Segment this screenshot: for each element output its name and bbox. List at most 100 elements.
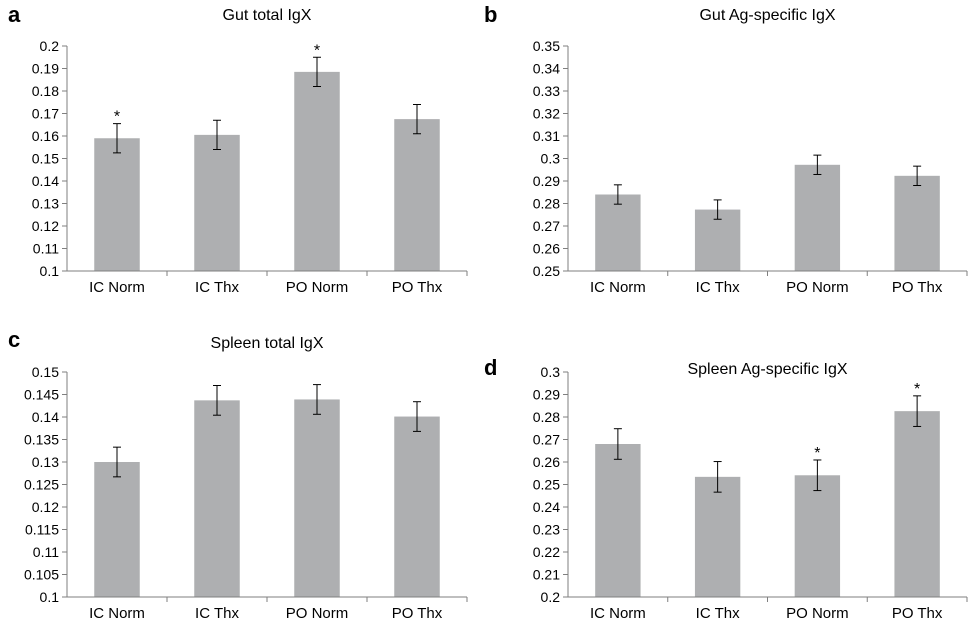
panel-d: d Spleen Ag-specific IgX 0.2 0.21 0.22 0.23… [484,355,968,622]
bar-ic-norm [94,462,140,597]
y-tick-label: 0.3 [541,364,561,380]
y-tick-label: 0.2 [541,589,561,605]
bar-ic-thx [694,209,741,271]
y-tick-label: 0.26 [533,454,560,470]
y-tick-label: 0.11 [33,544,59,560]
panel-c: c Spleen total IgX 0.1 0.105 0.11 0.115 0.12… [8,327,468,622]
y-tick-label: 0.15 [32,364,59,380]
y-tick-label: 0.23 [533,522,560,538]
y-tick-label: 0.1 [40,263,60,279]
y-tick-label: 0.14 [32,409,59,425]
y-tick-label: 0.2 [40,38,60,54]
chart-title: Gut Ag-specific IgX [699,7,835,24]
x-tick-label: PO Norm [286,279,349,296]
axes [567,46,968,276]
axes [567,372,968,602]
y-tick-label: 0.12 [32,499,59,515]
bar-po-norm [794,164,841,271]
panel-letter-d: d [484,355,497,380]
y-tick-label: 0.14 [32,173,59,189]
y-tick-label: 0.115 [25,522,59,538]
y-tick-label: 0.1 [40,589,60,605]
y-tick-label: 0.34 [533,61,560,77]
y-tick-label: 0.31 [533,128,560,144]
bar-ic-norm [94,138,140,271]
y-tick-label: 0.17 [32,106,59,122]
x-tick-label: PO Thx [392,279,443,296]
chart-title: Spleen Ag-specific IgX [687,361,847,378]
y-tick-label: 0.125 [24,477,59,493]
bars [94,384,440,597]
bar-po-norm [294,399,340,597]
y-tick-label: 0.11 [33,241,59,257]
bar-po-norm [294,71,340,271]
bar-po-thx [394,416,440,597]
significance-marker: * [114,109,120,126]
y-tick-label: 0.3 [541,151,561,167]
panel-b: b Gut Ag-specific IgX 0.250.260.270.280.… [484,2,968,296]
panel-letter-b: b [484,2,497,27]
x-tick-label: IC Norm [89,605,145,622]
y-tick-label: 0.135 [24,432,59,448]
x-tick-label: PO Norm [786,279,849,296]
y-tick-label: 0.32 [533,106,560,122]
x-tick-label: IC Norm [590,279,646,296]
y-tick-label: 0.28 [533,409,560,425]
y-tick-label: 0.33 [533,83,560,99]
chart-title: Gut total IgX [223,7,312,24]
y-tick-label: 0.24 [533,499,560,515]
panel-letter-a: a [8,2,21,27]
y-axis-ticks: 0.1 0.11 0.12 0.13 0.14 0.15 0.16 0.17 0.18 0.19 0… [32,38,67,279]
axes [66,46,468,276]
bars: ** [94,42,440,271]
y-tick-label: 0.35 [533,38,560,54]
y-tick-label: 0.29 [533,387,560,403]
y-tick-label: 0.105 [24,567,59,583]
y-tick-label: 0.145 [24,387,59,403]
y-axis-ticks: 0.25 0.26 0.27 0.28 0.29 0.3 0.31 0.32 0.33 0.34 0… [533,38,568,279]
chart-title: Spleen total IgX [211,335,324,352]
x-tick-label: PO Norm [786,605,849,622]
bars [595,154,940,271]
axes [66,372,468,602]
y-tick-label: 0.27 [533,432,560,448]
bar-po-thx [394,119,440,271]
y-tick-label: 0.25 [533,477,560,493]
y-tick-label: 0.13 [32,454,59,470]
x-axis-labels: IC Norm IC Thx PO Norm PO Thx [89,279,443,296]
significance-marker: * [914,381,920,398]
bar-ic-thx [694,476,741,597]
y-tick-label: 0.27 [533,218,560,234]
y-tick-label: 0.25 [533,263,560,279]
panel-a: a Gut total IgX 0.1 0.11 0.12 0.13 0.14 0.15 0… [8,2,468,296]
significance-marker: * [314,42,320,59]
x-tick-label: IC Thx [696,605,740,622]
y-tick-label: 0.29 [533,173,560,189]
y-tick-label: 0.15 [32,151,59,167]
y-tick-label: 0.22 [533,544,560,560]
y-tick-label: 0.26 [533,241,560,257]
x-tick-label: PO Thx [392,605,443,622]
bars: ** [595,381,940,597]
y-tick-label: 0.13 [32,196,59,212]
y-tick-label: 0.16 [32,128,59,144]
x-tick-label: IC Thx [195,605,239,622]
x-tick-label: PO Norm [286,605,349,622]
x-tick-label: IC Norm [89,279,145,296]
bar-po-norm [794,475,841,597]
y-tick-label: 0.18 [32,83,59,99]
y-axis-ticks: 0.1 0.105 0.11 0.115 0.12 0.125 0.13 0.135 0.14 0… [24,364,67,605]
y-tick-label: 0.12 [32,218,59,234]
bar-po-thx [894,175,940,271]
y-tick-label: 0.28 [533,196,560,212]
x-axis-labels: IC Norm IC Thx PO Norm PO Thx [590,279,943,296]
y-tick-label: 0.21 [533,567,560,583]
x-tick-label: IC Thx [696,279,740,296]
x-axis-labels: IC Norm IC Thx PO Norm PO Thx [590,605,943,622]
x-tick-label: PO Thx [892,605,943,622]
bar-ic-norm [595,194,641,271]
x-tick-label: IC Thx [195,279,239,296]
significance-marker: * [814,445,820,462]
bar-ic-norm [595,444,641,597]
